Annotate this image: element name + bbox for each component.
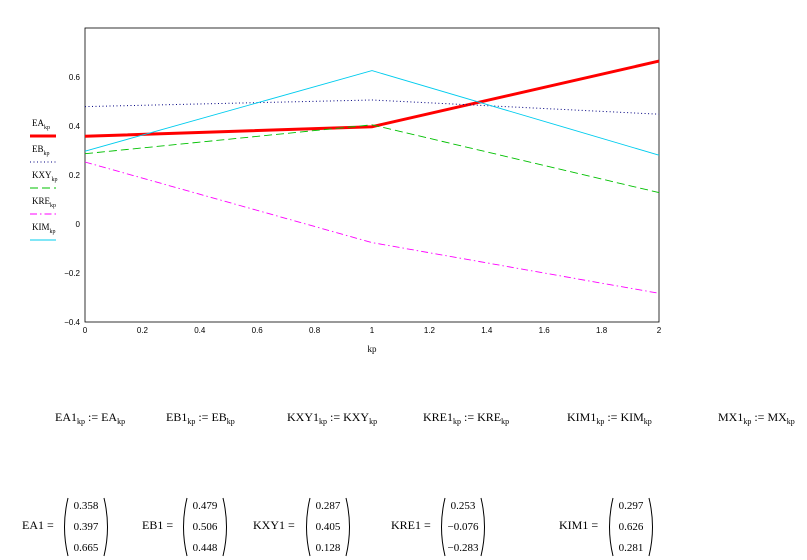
- result-name: KXY1 =: [253, 518, 295, 532]
- x-tick-label: 1.6: [539, 326, 551, 335]
- y-tick-label: 0.2: [69, 171, 81, 180]
- x-tick-label: 0.4: [194, 326, 206, 335]
- legend-label-kre: KREkp: [32, 196, 56, 209]
- legend-label-ea: EAkp: [32, 118, 50, 131]
- definition-rhs-subscript: kp: [786, 417, 795, 426]
- definition-rhs: := EB: [195, 410, 227, 424]
- vector-values: 0.287 0.405 0.128: [302, 496, 354, 559]
- definition-lhs-subscript: kp: [743, 417, 752, 426]
- definition-lhs: KIM1: [567, 410, 597, 424]
- vector-brackets: [441, 497, 485, 557]
- vector-value: 0.358: [73, 500, 99, 512]
- vector-values: 0.297 0.626 0.281: [605, 496, 657, 559]
- definition-rhs: := EA: [85, 410, 118, 424]
- y-tick-label: 0.6: [69, 73, 81, 82]
- definition-rhs: := MX: [751, 410, 787, 424]
- legend-label-kim: KIMkp: [32, 222, 56, 235]
- vector-value: 0.506: [192, 521, 218, 533]
- vector-value: 0.405: [315, 521, 341, 533]
- series-line-eb: [84, 99, 660, 115]
- y-axis-ticks: −0.4 −0.2 0 0.2 0.4 0.6: [64, 73, 80, 327]
- vector-brackets: [183, 497, 227, 557]
- vector-value: 0.448: [192, 542, 218, 554]
- vector-values: 0.253 −0.076 −0.283: [437, 496, 489, 559]
- legend-label-eb: EBkp: [32, 144, 50, 157]
- definition-rhs-subscript: kp: [369, 417, 378, 426]
- x-axis-label: kp: [368, 344, 378, 354]
- plot-frame: [84, 27, 660, 323]
- y-tick-label: −0.2: [64, 269, 80, 278]
- definition-lhs: KXY1: [287, 410, 319, 424]
- definition-lhs-subscript: kp: [453, 417, 461, 426]
- vector-values: 0.479 0.506 0.448: [179, 496, 231, 559]
- definition-rhs: := KXY: [327, 410, 370, 424]
- definition-rhs-subscript: kp: [643, 417, 652, 426]
- vector-value: 0.287: [315, 500, 341, 512]
- definition-rhs-subscript: kp: [501, 417, 510, 426]
- series-line-ea: [84, 59, 660, 138]
- vector-value: 0.626: [618, 521, 644, 533]
- x-tick-label: 1.4: [481, 326, 493, 335]
- definition-kre1: KRE1kp := KREkp: [423, 410, 509, 426]
- x-tick-label: 0.6: [252, 326, 264, 335]
- definition-lhs: MX1: [718, 410, 744, 424]
- vector-value: 0.479: [192, 500, 218, 512]
- result-name: KRE1 =: [391, 518, 431, 532]
- definition-eb1: EB1kp := EBkp: [166, 410, 235, 426]
- series-line-kim: [84, 70, 660, 156]
- x-tick-label: 0: [83, 326, 88, 335]
- vector-value: 0.397: [73, 521, 99, 533]
- definition-lhs-subscript: kp: [187, 417, 196, 426]
- definition-rhs-subscript: kp: [117, 417, 126, 426]
- y-tick-label: 0: [76, 220, 81, 229]
- result-name: EB1 =: [142, 518, 174, 532]
- definition-mx1: MX1kp := MXkp: [718, 410, 795, 426]
- vector-brackets: [609, 497, 653, 557]
- definition-lhs: EA1: [55, 410, 77, 424]
- vector-value: 0.665: [73, 542, 99, 554]
- x-tick-label: 1.2: [424, 326, 436, 335]
- legend: EAkp EBkp KXYkp KREkp KIMkp: [30, 118, 58, 241]
- vector-brackets: [64, 497, 108, 557]
- y-tick-label: 0.4: [69, 122, 81, 131]
- x-axis-ticks: 0 0.2 0.4 0.6 0.8 1 1.2 1.4 1.6 1.8 2: [83, 326, 662, 335]
- definition-rhs: := KRE: [461, 410, 502, 424]
- vector-value: 0.128: [315, 542, 341, 554]
- vector-value: −0.283: [447, 542, 479, 554]
- definition-ea1: EA1kp := EAkp: [55, 410, 125, 426]
- vector-value: −0.076: [447, 521, 479, 533]
- definition-lhs-subscript: kp: [77, 417, 85, 426]
- vector-brackets: [306, 497, 350, 557]
- x-tick-label: 1: [370, 326, 375, 335]
- definition-lhs-subscript: kp: [319, 417, 327, 426]
- legend-label-kxy: KXYkp: [32, 170, 58, 183]
- vector-values: 0.358 0.397 0.665: [60, 496, 112, 559]
- x-tick-label: 1.8: [596, 326, 608, 335]
- line-chart: 0 0.2 0.4 0.6 0.8 1 1.2 1.4 1.6 1.8 2 −0.4 −0.2 0 0.2…: [30, 27, 662, 354]
- definition-kxy1: KXY1kp := KXYkp: [287, 410, 377, 426]
- vector-value: 0.253: [450, 500, 476, 512]
- vector-value: 0.281: [618, 542, 644, 554]
- definition-lhs-subscript: kp: [596, 417, 605, 426]
- definition-lhs: KRE1: [423, 410, 453, 424]
- series-line-kre: [84, 161, 660, 294]
- result-name: KIM1 =: [559, 518, 599, 532]
- definition-rhs-subscript: kp: [226, 417, 235, 426]
- definition-rhs: := KIM: [604, 410, 644, 424]
- result-name: EA1 =: [22, 518, 54, 532]
- definition-lhs: EB1: [166, 410, 188, 424]
- vector-value: 0.297: [618, 500, 644, 512]
- series-layer: [84, 59, 660, 294]
- x-tick-label: 2: [657, 326, 662, 335]
- x-tick-label: 0.8: [309, 326, 321, 335]
- series-line-kxy: [84, 124, 660, 194]
- definition-kim1: KIM1kp := KIMkp: [567, 410, 652, 426]
- y-tick-label: −0.4: [64, 318, 80, 327]
- x-tick-label: 0.2: [137, 326, 149, 335]
